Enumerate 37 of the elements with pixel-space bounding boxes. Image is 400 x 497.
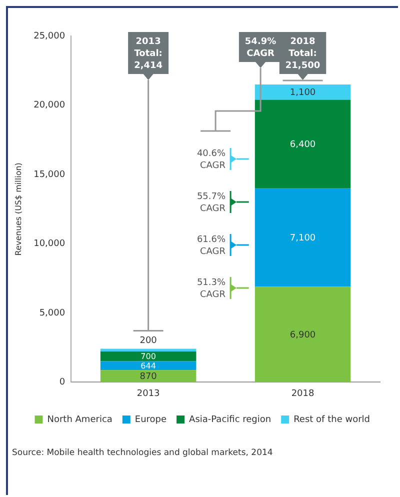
data-label: 6,400 [290, 140, 316, 150]
bar [254, 84, 351, 100]
data-label: 1,100 [290, 88, 316, 98]
annotation: 54.9% CAGR [244, 37, 276, 59]
data-label: 7,100 [290, 233, 316, 244]
annotation: 51.3% CAGR [196, 278, 226, 300]
legend-label: Europe [134, 414, 168, 425]
y-tick-label: 10,000 [34, 239, 66, 250]
y-tick-label: 20,000 [34, 100, 66, 111]
data-label: 644 [140, 361, 156, 370]
data-label: 700 [140, 352, 156, 361]
y-axis-title: Revenues (US$ million) [14, 162, 23, 256]
source-note: Source: Mobile health technologies and global markets, 2014 [12, 448, 273, 458]
legend-label: North America [47, 414, 112, 425]
annotation: 40.6% CAGR [196, 149, 226, 171]
bar [254, 100, 351, 188]
data-label: 870 [140, 372, 158, 382]
y-tick-label: 15,000 [34, 170, 66, 180]
y-tick-label: 5,000 [39, 308, 66, 318]
bar [100, 361, 196, 370]
legend-label: Asia-Pacific region [189, 414, 272, 425]
y-tick-label: 25,000 [34, 31, 66, 42]
text: Total: 2,414 [134, 49, 163, 71]
data-label: 6,900 [290, 330, 316, 340]
y-tick-label: 0 [59, 378, 66, 388]
category-label: 2013 [136, 388, 160, 399]
category-label: 2018 [291, 388, 314, 399]
bar [100, 352, 196, 362]
annotation: 61.6% CAGR [196, 235, 226, 257]
legend-label: Rest of the world [294, 414, 370, 425]
text: Total: 21,500 [285, 49, 320, 71]
bar [100, 370, 196, 382]
bar [100, 348, 196, 352]
annotation: 55.7% CAGR [196, 192, 226, 214]
bar [254, 286, 351, 382]
bar [254, 188, 351, 287]
data-label: 200 [140, 336, 158, 346]
